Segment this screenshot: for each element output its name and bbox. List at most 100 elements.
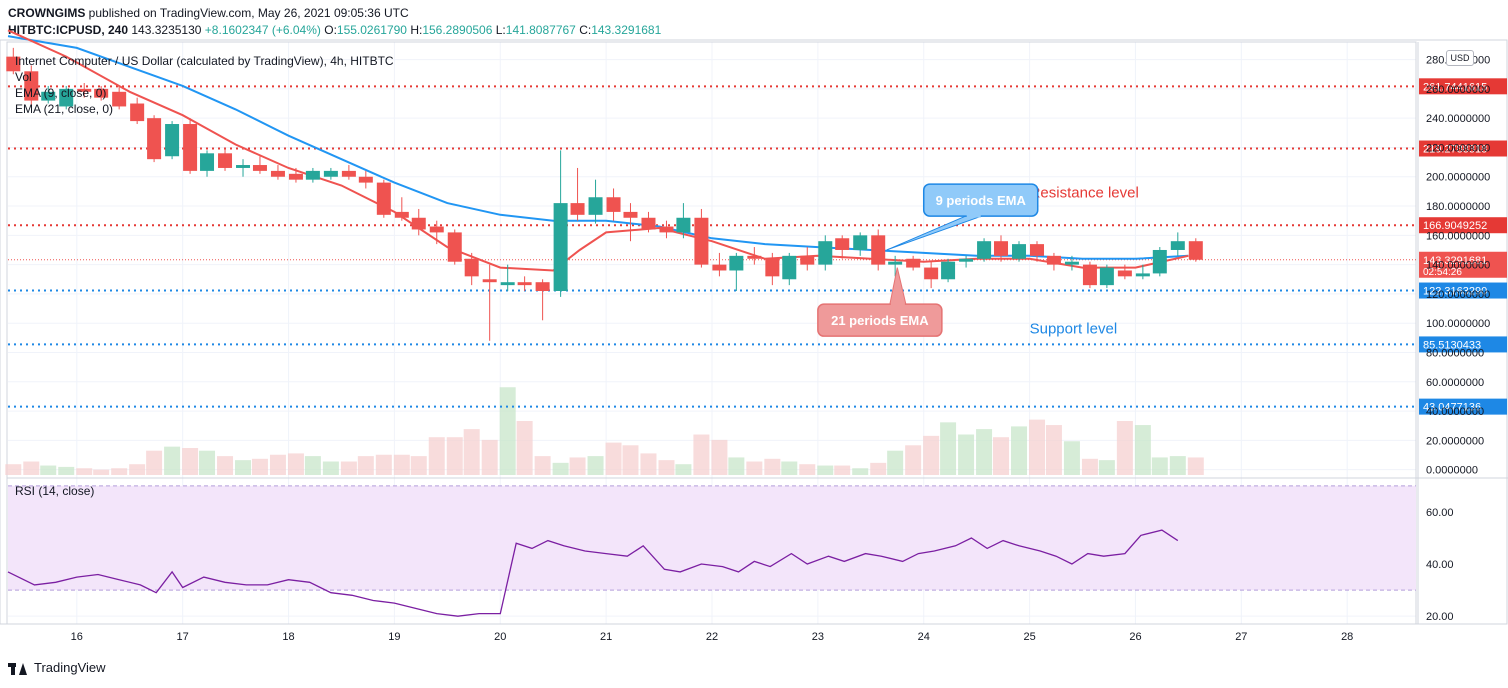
candle-body — [659, 226, 674, 233]
rsi-tick-label: 60.00 — [1426, 507, 1454, 519]
candle — [429, 220, 444, 245]
candle-body — [906, 258, 921, 268]
candle-body — [977, 241, 992, 259]
candle-body — [200, 153, 215, 171]
outer-frame — [0, 39, 1508, 625]
level-price-label: 85.5130433 — [1423, 339, 1481, 351]
low-label: L: — [495, 23, 506, 37]
rsi-line — [7, 529, 1179, 617]
volume-bar — [569, 457, 586, 475]
candle — [323, 167, 338, 180]
volume-bar — [605, 442, 622, 475]
volume-bar — [640, 453, 657, 475]
tradingview-logo-icon — [8, 661, 28, 675]
volume-bar — [923, 435, 940, 475]
candle — [218, 147, 233, 171]
volume-bar — [940, 422, 957, 475]
candle-body — [376, 182, 391, 215]
candle-body — [1082, 264, 1097, 286]
candles — [6, 47, 1203, 341]
volume-bar — [146, 450, 163, 475]
volume-bar — [164, 446, 181, 475]
candle-body — [411, 217, 426, 230]
price-tick-label: 20.0000000 — [1426, 435, 1484, 447]
volume-bar — [764, 458, 781, 475]
high-value: 156.2890506 — [422, 23, 493, 37]
publish-info: CROWNGIMS published on TradingView.com, … — [8, 6, 409, 20]
legend-entry: EMA (21, close, 0) — [15, 102, 113, 116]
volume-bar — [658, 460, 675, 475]
candle-body — [6, 56, 21, 72]
price-tick-label: 140.0000000 — [1426, 260, 1490, 272]
candle-body — [305, 170, 320, 180]
candle-body — [358, 176, 373, 183]
date-tick-label: 24 — [918, 631, 930, 643]
volume-bar — [251, 458, 268, 475]
level-price-tag — [1419, 78, 1507, 95]
candle — [871, 229, 886, 271]
date-tick-label: 21 — [600, 631, 612, 643]
candle — [165, 121, 180, 160]
volume-bar — [58, 466, 75, 475]
volume-bar — [1098, 460, 1115, 475]
candle — [853, 232, 868, 256]
date-tick-label: 22 — [706, 631, 718, 643]
volume-bar — [182, 448, 199, 475]
candle-body — [429, 226, 444, 233]
publisher-name: CROWNGIMS — [8, 6, 86, 20]
candle-body — [500, 282, 515, 286]
volume-bar — [287, 453, 304, 475]
price-tick-label: 120.0000000 — [1426, 289, 1490, 301]
date-tick-label: 23 — [812, 631, 824, 643]
candle — [641, 211, 656, 233]
candle — [1064, 255, 1079, 271]
volume-bar — [269, 454, 286, 475]
candle — [906, 255, 921, 271]
candle-body — [694, 217, 709, 265]
candle-body — [623, 211, 638, 218]
volume-bar — [1081, 458, 1098, 475]
candle — [77, 83, 92, 98]
candle — [588, 179, 603, 224]
volume-bar — [111, 468, 128, 475]
volume-bar — [976, 429, 993, 475]
volume-bar — [322, 461, 339, 475]
rsi-band — [8, 485, 1416, 591]
volume-bar — [217, 456, 234, 475]
candle — [1082, 261, 1097, 289]
candle-body — [782, 255, 797, 280]
volume-bar — [499, 387, 516, 475]
price-tick-label: 60.0000000 — [1426, 377, 1484, 389]
candle — [977, 238, 992, 262]
legend-entry: Vol — [15, 70, 32, 84]
candle-body — [676, 217, 691, 233]
candle-body — [818, 241, 833, 265]
date-tick-label: 28 — [1341, 631, 1353, 643]
candle-body — [323, 170, 338, 177]
volume-bar — [834, 465, 851, 475]
volume-bar — [199, 450, 216, 475]
level-price-tag — [1419, 140, 1507, 157]
annotation-text: Support level — [1030, 320, 1118, 337]
volume-bar — [693, 434, 710, 475]
price-tick-label: 40.0000000 — [1426, 406, 1484, 418]
legend-entry: EMA (9, close, 0) — [15, 86, 106, 100]
candle-body — [1030, 244, 1045, 256]
price-tick-label: 260.0000000 — [1426, 84, 1490, 96]
candle — [464, 252, 479, 286]
volume-bar — [887, 450, 904, 475]
candle-body — [729, 255, 744, 271]
volume-bar — [235, 460, 252, 475]
candle-body — [252, 165, 267, 171]
volume-bar — [1116, 421, 1133, 475]
volume-bar — [852, 468, 869, 475]
volume-bar — [393, 454, 410, 475]
volume-bar — [675, 464, 692, 475]
candle-body — [1046, 255, 1061, 265]
currency-button[interactable]: USD — [1446, 50, 1474, 66]
rsi-tick-label: 40.00 — [1426, 559, 1454, 571]
candle — [305, 167, 320, 183]
price-tick-label: 100.0000000 — [1426, 318, 1490, 330]
candle-body — [482, 279, 497, 283]
